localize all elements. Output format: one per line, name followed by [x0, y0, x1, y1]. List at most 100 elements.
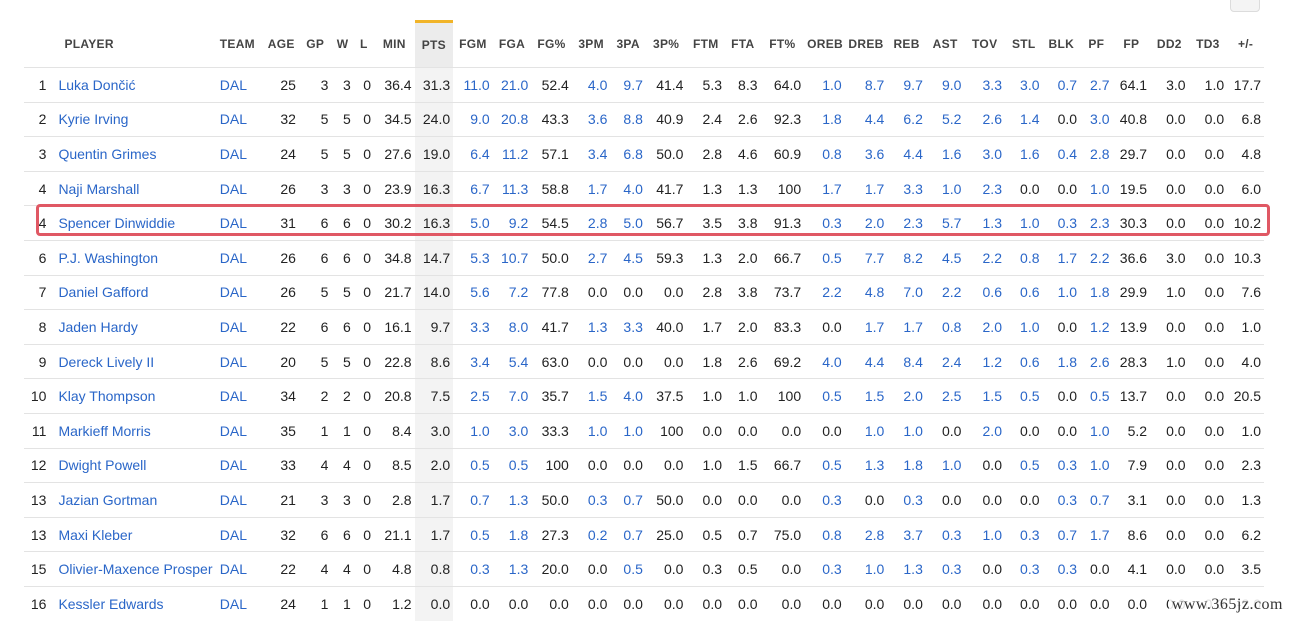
cell-pf[interactable]: 2.7: [1080, 67, 1113, 103]
cell-team[interactable]: DAL: [216, 274, 264, 310]
column-header-stl[interactable]: STL: [1011, 37, 1036, 52]
cell-reb[interactable]: 1.0: [887, 412, 926, 449]
cell-pf[interactable]: 1.0: [1080, 447, 1113, 483]
cell-oreb[interactable]: 0.8: [804, 516, 845, 552]
column-header-fgp[interactable]: FG%: [537, 37, 566, 52]
cell-ast[interactable]: 1.0: [925, 447, 965, 483]
cell-team[interactable]: DAL: [216, 343, 264, 379]
cell-stl[interactable]: 1.6: [1004, 136, 1043, 172]
cell-fga[interactable]: 7.0: [492, 378, 532, 414]
cell-tpm[interactable]: 1.0: [571, 412, 611, 449]
cell-dreb[interactable]: 4.4: [844, 101, 888, 137]
cell-dreb[interactable]: 2.0: [844, 205, 888, 241]
cell-dreb[interactable]: 1.5: [844, 378, 888, 414]
cell-reb[interactable]: 4.4: [887, 136, 926, 172]
cell-tov[interactable]: 1.5: [964, 378, 1005, 414]
cell-reb[interactable]: 1.8: [887, 447, 926, 483]
cell-tov[interactable]: 2.2: [964, 239, 1005, 276]
cell-fgm[interactable]: 2.5: [453, 378, 493, 414]
column-header-tpa[interactable]: 3PA: [616, 37, 640, 52]
column-header-fp[interactable]: FP: [1123, 37, 1140, 52]
column-header-fga[interactable]: FGA: [498, 37, 526, 52]
cell-oreb[interactable]: 1.0: [804, 67, 845, 103]
cell-tov[interactable]: 2.6: [964, 101, 1005, 137]
column-header-l[interactable]: L: [360, 37, 368, 52]
cell-pf[interactable]: 2.3: [1080, 205, 1113, 241]
column-header-fta[interactable]: FTA: [731, 37, 755, 52]
column-header-oreb[interactable]: OREB: [807, 37, 843, 52]
cell-team[interactable]: DAL: [216, 585, 264, 621]
cell-player[interactable]: Luka Dončić: [54, 67, 217, 103]
cell-reb[interactable]: 6.2: [887, 101, 926, 137]
cell-fga[interactable]: 0.5: [492, 447, 532, 483]
cell-reb[interactable]: 1.3: [887, 551, 926, 587]
cell-fgm[interactable]: 6.4: [453, 136, 493, 172]
cell-player[interactable]: Jazian Gortman: [54, 482, 217, 518]
cell-fga[interactable]: 5.4: [492, 343, 532, 379]
cell-team[interactable]: DAL: [216, 447, 264, 483]
cell-stl[interactable]: 1.0: [1004, 309, 1043, 345]
cell-fgm[interactable]: 0.3: [453, 551, 493, 587]
cell-team[interactable]: DAL: [216, 309, 264, 345]
cell-fga[interactable]: 1.8: [492, 516, 532, 552]
cell-tov[interactable]: 1.0: [964, 516, 1005, 552]
cell-team[interactable]: DAL: [216, 482, 264, 518]
column-header-pm[interactable]: +/-: [1237, 37, 1254, 52]
cell-stl[interactable]: 0.8: [1004, 239, 1043, 276]
cell-oreb[interactable]: 0.3: [804, 551, 845, 587]
cell-tpm[interactable]: 0.2: [571, 516, 611, 552]
cell-oreb[interactable]: 0.5: [804, 378, 845, 414]
cell-oreb[interactable]: 0.5: [804, 239, 845, 276]
cell-player[interactable]: Quentin Grimes: [54, 136, 217, 172]
column-header-ftp[interactable]: FT%: [769, 37, 796, 52]
cell-player[interactable]: Dwight Powell: [54, 447, 217, 483]
cell-team[interactable]: DAL: [216, 205, 264, 241]
column-header-min[interactable]: MIN: [382, 37, 406, 52]
cell-reb[interactable]: 9.7: [887, 67, 926, 103]
cell-stl[interactable]: 0.5: [1004, 447, 1043, 483]
cell-tpm[interactable]: 1.7: [571, 170, 611, 206]
cell-tpm[interactable]: 1.5: [571, 378, 611, 414]
cell-stl[interactable]: 0.6: [1004, 343, 1043, 379]
cell-pf[interactable]: 0.7: [1080, 482, 1113, 518]
cell-oreb[interactable]: 4.0: [804, 343, 845, 379]
cell-player[interactable]: Kyrie Irving: [54, 101, 217, 137]
cell-tov[interactable]: 0.6: [964, 274, 1005, 310]
cell-stl[interactable]: 0.6: [1004, 274, 1043, 310]
column-header-dd2[interactable]: DD2: [1156, 37, 1182, 52]
cell-fgm[interactable]: 9.0: [453, 101, 493, 137]
column-header-pf[interactable]: PF: [1088, 37, 1105, 52]
cell-blk[interactable]: 0.3: [1042, 551, 1081, 587]
cell-tpa[interactable]: 8.8: [610, 101, 646, 137]
cell-ast[interactable]: 9.0: [925, 67, 965, 103]
cell-tpa[interactable]: 9.7: [610, 67, 646, 103]
cell-fga[interactable]: 9.2: [492, 205, 532, 241]
cell-fgm[interactable]: 0.5: [453, 516, 493, 552]
cell-fga[interactable]: 11.2: [492, 136, 532, 172]
cell-fgm[interactable]: 11.0: [453, 67, 493, 103]
cell-dreb[interactable]: 1.0: [844, 412, 888, 449]
cell-dreb[interactable]: 4.8: [844, 274, 888, 310]
cell-fgm[interactable]: 0.5: [453, 447, 493, 483]
cell-dreb[interactable]: 2.8: [844, 516, 888, 552]
cell-dreb[interactable]: 1.3: [844, 447, 888, 483]
cell-pf[interactable]: 3.0: [1080, 101, 1113, 137]
cell-tpm[interactable]: 3.6: [571, 101, 611, 137]
cell-blk[interactable]: 1.0: [1042, 274, 1081, 310]
cell-fga[interactable]: 1.3: [492, 482, 532, 518]
cell-player[interactable]: Olivier-Maxence Prosper: [54, 551, 217, 587]
cell-tpa[interactable]: 3.3: [610, 309, 646, 345]
cell-team[interactable]: DAL: [216, 101, 264, 137]
cell-tpa[interactable]: 0.5: [610, 551, 646, 587]
cell-oreb[interactable]: 1.8: [804, 101, 845, 137]
column-header-ast[interactable]: AST: [932, 37, 958, 52]
cell-ast[interactable]: 0.3: [925, 516, 965, 552]
cell-player[interactable]: Spencer Dinwiddie: [54, 205, 217, 241]
cell-stl[interactable]: 0.3: [1004, 516, 1043, 552]
cell-tov[interactable]: 3.0: [964, 136, 1005, 172]
cell-player[interactable]: Dereck Lively II: [54, 343, 217, 379]
cell-tov[interactable]: 2.0: [964, 412, 1005, 449]
cell-tpa[interactable]: 5.0: [610, 205, 646, 241]
cell-oreb[interactable]: 0.3: [804, 482, 845, 518]
cell-tpm[interactable]: 1.3: [571, 309, 611, 345]
